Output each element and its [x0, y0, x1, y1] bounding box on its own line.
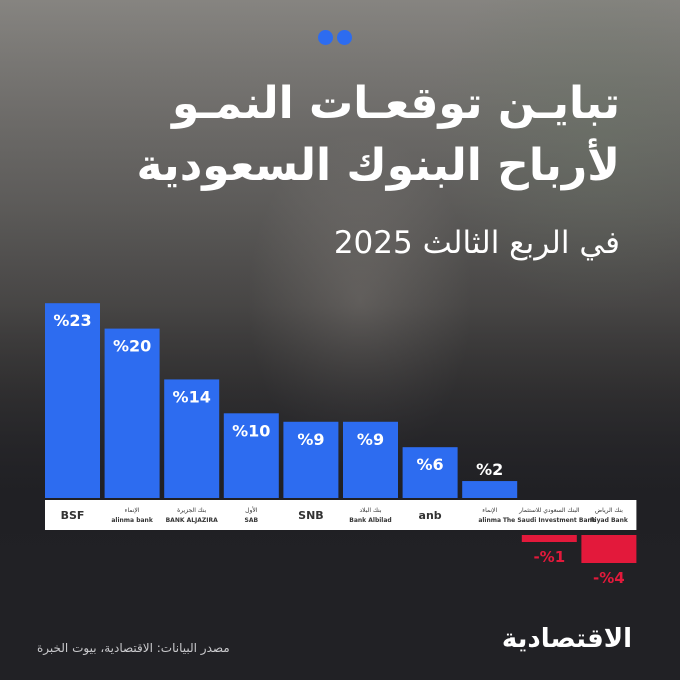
bank-logo-label: BANK ALJAZIRA [166, 517, 219, 524]
bank-logo-label-ar: الأول [245, 506, 258, 514]
bar-value-label: -%1 [533, 548, 565, 566]
bar-value-label: -%4 [593, 569, 625, 587]
bank-logo-label-ar: بنك الجزيرة [177, 507, 207, 514]
bank-logo-label: anb [419, 509, 442, 522]
source-note: مصدر البيانات: الاقتصادية، بيوت الخبرة [37, 641, 230, 655]
bar-value-label: %2 [476, 460, 503, 479]
bank-logo-label: alinma [478, 517, 501, 524]
bank-logo-label: alinma bank [111, 517, 153, 524]
bar-value-label: %20 [113, 337, 151, 356]
title-line-2: لأرباح البنوك السعودية [136, 140, 620, 191]
bar [104, 328, 160, 498]
publisher-logo: الاقتصادية [501, 624, 632, 654]
dot-icon [337, 30, 352, 45]
bank-logo-label: Riyad Bank [590, 517, 629, 524]
bar [283, 421, 339, 498]
title-line-1: تبايـن توقعـات النمـو [171, 78, 620, 129]
bar [581, 535, 637, 563]
bar-value-label: %14 [173, 387, 211, 406]
bar [402, 447, 458, 498]
bar-value-label: %10 [232, 421, 270, 440]
bank-logo-band [45, 500, 637, 530]
bar [343, 421, 398, 498]
bar [45, 303, 100, 498]
bank-logo-label: BSF [61, 509, 85, 522]
bank-logo-label-ar: بنك الرياض [595, 507, 623, 514]
bar [462, 481, 518, 498]
dot-icon [318, 30, 333, 45]
subtitle: في الربع الثالث 2025 [333, 225, 620, 261]
bar-value-label: %6 [417, 455, 444, 474]
bar-value-label: %9 [297, 430, 324, 449]
bar-value-label: %23 [53, 311, 91, 330]
bank-logo-label-ar: البنك السعودي للاستثمار [518, 507, 580, 514]
bank-logo-label-ar: الإنماء [482, 507, 497, 514]
bank-logo-label: Bank Albilad [349, 517, 391, 524]
bank-logo-label: SAB [245, 517, 259, 524]
bank-logo-label: SNB [298, 509, 324, 522]
bar [521, 535, 577, 542]
bank-logo-label-ar: بنك البلاد [359, 507, 381, 514]
bar-value-label: %9 [357, 430, 384, 449]
bank-logo-label-ar: الإنماء [125, 507, 140, 514]
bar [164, 379, 220, 498]
bar [223, 413, 279, 498]
bank-logo-label: The Saudi Investment Bank [503, 517, 597, 524]
